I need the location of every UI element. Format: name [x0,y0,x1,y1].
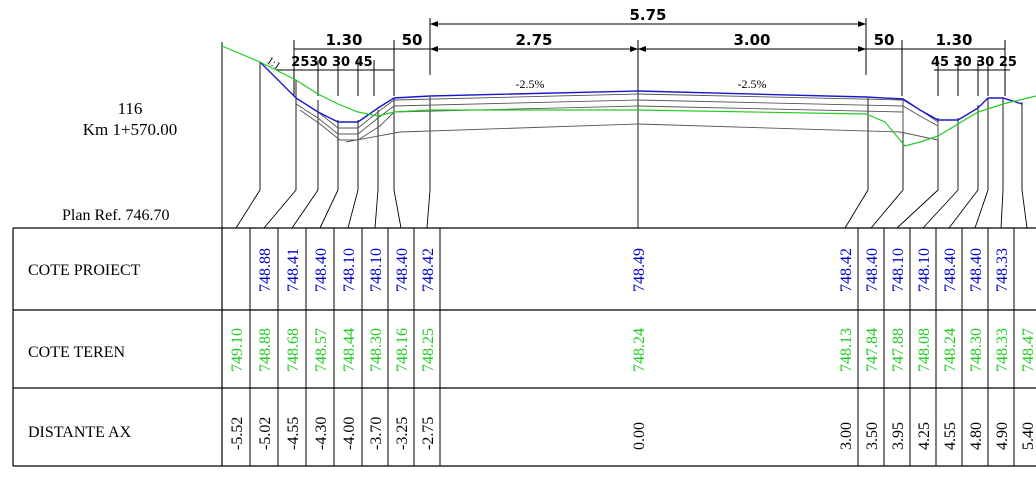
cote-teren-values: 749.10 748.88 748.68 748.57 748.44 748.30 748.… [229,328,1036,372]
cote-teren-value: 748.47 [1020,328,1036,372]
dimension-arrows [430,21,866,52]
slope-left: -2.5% [516,77,545,91]
cote-teren-value: 748.16 [394,328,411,372]
slope-right: -2.5% [738,77,767,91]
dimension-lines [221,18,1010,228]
cote-teren-value: 748.57 [313,328,330,372]
dim-left-shoulder: 1.30 [325,31,362,49]
distante-ax-value: 3.50 [864,422,881,450]
pavement-structure [295,93,939,143]
distante-ax-value: -3.25 [394,417,411,450]
distante-ax-value: -5.02 [257,417,274,450]
cote-proiect-value: 748.10 [368,248,385,292]
row-label-cote-teren: COTE TEREN [28,344,125,361]
cote-teren-value: 748.30 [968,328,985,372]
dim-left-lane: 2.75 [515,31,552,49]
cote-teren-value: 748.08 [916,328,933,372]
distante-ax-value: -4.30 [313,417,330,450]
cote-teren-value: 748.44 [341,328,358,372]
row-label-distante-ax: DISTANTE AX [28,424,132,441]
cote-teren-value: 748.24 [631,328,648,372]
cote-proiect-value: 748.40 [942,248,959,292]
cote-proiect-value: 748.10 [341,248,358,292]
cote-proiect-value: 748.40 [968,248,985,292]
data-table-frame [12,227,1036,467]
cote-proiect-value: 748.49 [631,248,648,292]
cote-proiect-values: 748.88 748.41 748.40 748.10 748.10 748.40 748.… [257,248,1011,292]
cote-teren-value: 748.33 [994,328,1011,372]
distante-ax-value: -5.52 [229,417,246,450]
cote-proiect-value: 748.10 [916,248,933,292]
cote-teren-value: 748.13 [838,328,855,372]
cote-teren-value: 748.68 [285,328,302,372]
distante-ax-value: 5.40 [1020,422,1036,450]
cote-teren-value: 748.24 [942,328,959,372]
dim-left-details: 2530 30 45 [291,55,372,70]
cote-teren-value: 748.25 [420,328,437,372]
cote-proiect-value: 748.42 [420,248,437,292]
dim-right-details: 45 30 30 25 [931,55,1017,70]
cote-teren-value: 748.88 [257,328,274,372]
cote-proiect-value: 748.33 [994,248,1011,292]
cote-teren-value: 749.10 [229,328,246,372]
cote-teren-value: 748.30 [368,328,385,372]
distante-ax-value: -4.55 [285,417,302,450]
distante-ax-value: 3.95 [890,422,907,450]
section-number: 116 [118,99,143,118]
cote-proiect-value: 748.40 [864,248,881,292]
cote-proiect-value: 748.40 [313,248,330,292]
cote-proiect-value: 748.42 [838,248,855,292]
distante-ax-value: 3.00 [838,422,855,450]
plan-reference: Plan Ref. 746.70 [62,207,170,224]
cote-proiect-value: 748.88 [257,248,274,292]
distante-ax-value: -4.00 [341,417,358,450]
cote-teren-value: 747.88 [890,328,907,372]
cote-teren-value: 747.84 [864,328,881,372]
station-leaders [235,62,1028,229]
distante-ax-value: -2.75 [420,417,437,450]
design-profile-line [259,61,1023,123]
dim-right-lane: 3.00 [733,31,770,49]
station-dividers [249,228,1015,466]
distante-ax-value: -3.70 [368,417,385,450]
dim-right-shoulder: 1.30 [935,31,972,49]
distante-ax-value: 4.25 [916,422,933,450]
distante-ax-values: -5.52 -5.02 -4.55 -4.30 -4.00 -3.70 -3.25 -2.75… [229,417,1036,450]
dim-total: 5.75 [629,6,666,24]
distante-ax-value: 4.55 [942,422,959,450]
cote-proiect-value: 748.10 [890,248,907,292]
distante-ax-value: 4.80 [968,422,985,450]
dim-right-fifty: 50 [874,31,895,49]
dim-left-fifty: 50 [402,31,423,49]
distante-ax-value: 4.90 [994,422,1011,450]
cote-proiect-value: 748.40 [394,248,411,292]
section-km: Km 1+570.00 [83,120,178,139]
distante-ax-value: 0.00 [631,422,648,450]
cote-proiect-value: 748.41 [285,248,302,292]
terrain-line [221,45,1036,147]
row-label-cote-proiect: COTE PROIECT [28,262,141,279]
